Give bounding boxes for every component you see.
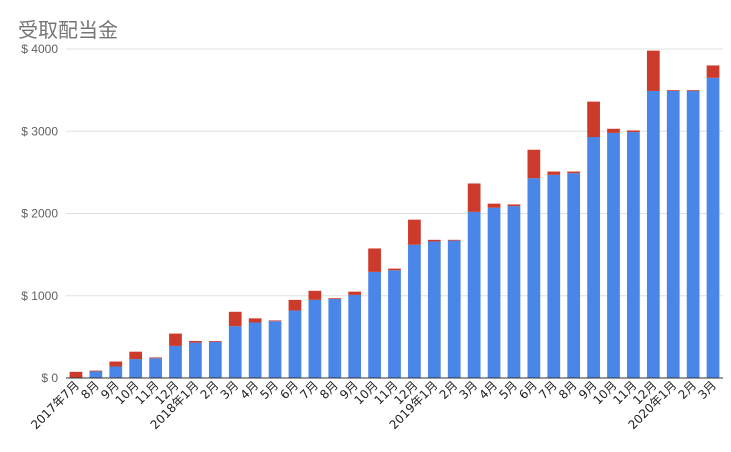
bar-segment-series-2	[69, 371, 83, 378]
bar-segment-series-1	[627, 132, 640, 378]
bar-segment-series-2	[666, 90, 680, 91]
bar-segment-series-2	[507, 204, 521, 207]
x-tick-label: 6月	[277, 378, 301, 402]
x-tick-label: 8月	[556, 378, 580, 402]
bar-segment-series-2	[308, 290, 322, 300]
bar-segment-series-2	[587, 101, 600, 138]
bar-segment-series-1	[527, 178, 541, 378]
bar-segment-series-1	[646, 90, 660, 378]
x-tick-label: 8月	[78, 378, 102, 402]
x-tick-label: 3月	[695, 378, 719, 402]
bar-segment-series-1	[686, 90, 700, 378]
x-tick-label: 5月	[496, 378, 520, 402]
bar-segment-series-2	[109, 361, 123, 367]
bar-segment-series-1	[129, 359, 143, 378]
bar-segment-series-2	[268, 320, 282, 322]
bar-segment-series-2	[228, 311, 242, 327]
bar-segment-series-1	[348, 294, 362, 378]
bar-segment-series-2	[388, 268, 401, 271]
bar-segment-series-2	[129, 351, 143, 360]
bar-segment-series-1	[447, 240, 461, 378]
bar-segment-series-1	[228, 326, 242, 378]
bar-segment-series-1	[328, 299, 342, 378]
bar-segment-series-1	[149, 358, 162, 378]
bar-segment-series-1	[587, 137, 600, 378]
bar-segment-series-1	[368, 271, 381, 378]
bar-segment-series-1	[208, 341, 222, 378]
y-tick-label: $ 4000	[21, 42, 58, 56]
bar-segment-series-2	[149, 357, 162, 359]
x-tick-label: 5月	[257, 378, 281, 402]
bar-segment-series-1	[288, 310, 302, 378]
bar-segment-series-2	[189, 340, 202, 343]
bar-segment-series-1	[189, 342, 202, 378]
bar-segment-series-1	[109, 366, 123, 378]
bar-segment-series-2	[607, 128, 620, 133]
bar-segment-series-2	[368, 248, 381, 272]
x-tick-label: 4月	[237, 378, 261, 402]
bar-segment-series-2	[646, 50, 660, 91]
y-tick-label: $ 0	[41, 371, 58, 385]
bar-segment-series-1	[487, 207, 501, 378]
bar-segment-series-2	[547, 171, 561, 175]
bar-segment-series-1	[607, 132, 620, 378]
bar-segment-series-1	[706, 77, 720, 378]
x-tick-label: 8月	[317, 378, 341, 402]
y-tick-label: $ 1000	[21, 289, 58, 303]
x-tick-label: 2月	[198, 378, 222, 402]
bar-segment-series-1	[427, 241, 441, 378]
bar-segment-series-2	[467, 183, 481, 212]
bar-segment-series-1	[248, 322, 262, 378]
x-tick-label: 4月	[476, 378, 500, 402]
y-tick-label: $ 2000	[21, 207, 58, 221]
bar-segment-series-2	[527, 149, 541, 179]
bar-segment-series-2	[686, 90, 700, 91]
bar-segment-series-2	[169, 333, 182, 346]
bar-segment-series-2	[348, 291, 362, 295]
bar-segment-series-1	[547, 174, 561, 378]
bar-segment-series-1	[169, 345, 182, 378]
bar-segment-series-2	[89, 370, 103, 372]
bar-segment-series-2	[706, 65, 720, 78]
bar-segment-series-1	[408, 244, 421, 378]
bar-segment-series-1	[308, 299, 322, 378]
x-tick-label: 2月	[437, 378, 461, 402]
x-tick-label: 3月	[456, 378, 480, 402]
x-tick-label: 7月	[536, 378, 560, 402]
bar-segment-series-1	[268, 321, 282, 378]
bar-segment-series-2	[567, 171, 581, 174]
bar-segment-series-1	[567, 173, 581, 378]
bar-segment-series-2	[408, 219, 421, 245]
bar-segment-series-1	[89, 371, 103, 378]
bar-segment-series-2	[248, 318, 262, 323]
bar-segment-series-1	[507, 206, 521, 378]
x-tick-label: 3月	[218, 378, 242, 402]
y-tick-label: $ 3000	[21, 124, 58, 138]
x-tick-label: 2017年7月	[28, 378, 82, 432]
chart-title: 受取配当金	[18, 18, 118, 42]
x-tick-label: 2月	[675, 378, 699, 402]
bar-segment-series-2	[427, 239, 441, 242]
bar-segment-series-2	[627, 130, 640, 133]
bar-segment-series-2	[487, 203, 501, 208]
bar-segment-series-2	[288, 299, 302, 311]
bar-segment-series-1	[666, 90, 680, 378]
bar-segment-series-1	[467, 211, 481, 378]
bar-segment-series-2	[447, 239, 461, 241]
bar-segment-series-2	[328, 298, 342, 300]
bar-segment-series-1	[388, 270, 401, 378]
x-tick-label: 7月	[297, 378, 321, 402]
bar-segment-series-2	[208, 340, 222, 342]
x-tick-label: 6月	[516, 378, 540, 402]
